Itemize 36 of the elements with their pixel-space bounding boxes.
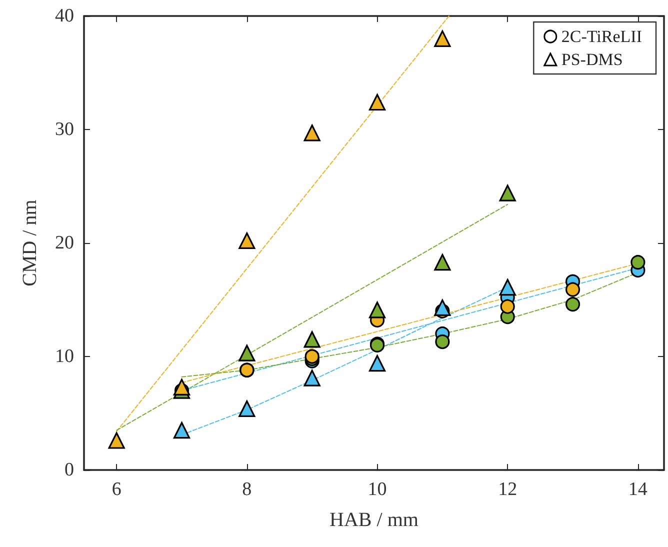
legend-label: 2C-TiReLII xyxy=(561,27,642,46)
point xyxy=(368,94,386,111)
point xyxy=(435,334,450,350)
point xyxy=(630,255,646,270)
point xyxy=(173,422,190,439)
point xyxy=(434,254,451,271)
point xyxy=(108,432,125,449)
point xyxy=(500,299,515,314)
y-tick-label: 30 xyxy=(55,119,74,140)
point xyxy=(499,184,516,202)
point xyxy=(368,302,386,318)
x-tick-label: 12 xyxy=(498,479,518,500)
point xyxy=(434,30,451,47)
point xyxy=(499,278,516,296)
x-tick-label: 14 xyxy=(628,479,648,500)
legend-label: PS-DMS xyxy=(561,50,623,69)
y-tick-label: 0 xyxy=(64,460,74,480)
point xyxy=(304,370,320,386)
x-axis-title: HAB / mm xyxy=(330,509,419,531)
point xyxy=(434,299,451,316)
point xyxy=(238,344,256,362)
y-tick-label: 40 xyxy=(55,6,74,26)
point xyxy=(304,331,320,348)
point xyxy=(238,232,256,250)
point xyxy=(238,400,256,418)
y-tick-label: 20 xyxy=(55,232,74,254)
y-tick-label: 10 xyxy=(55,346,74,367)
y-axis-title: CMD / nm xyxy=(19,199,41,286)
x-tick-label: 6 xyxy=(112,479,122,500)
point xyxy=(173,378,190,396)
x-tick-label: 8 xyxy=(242,479,252,500)
x-tick-label: 10 xyxy=(368,479,387,500)
point xyxy=(304,124,320,142)
point xyxy=(565,296,580,312)
point xyxy=(565,282,580,297)
point xyxy=(368,355,386,372)
